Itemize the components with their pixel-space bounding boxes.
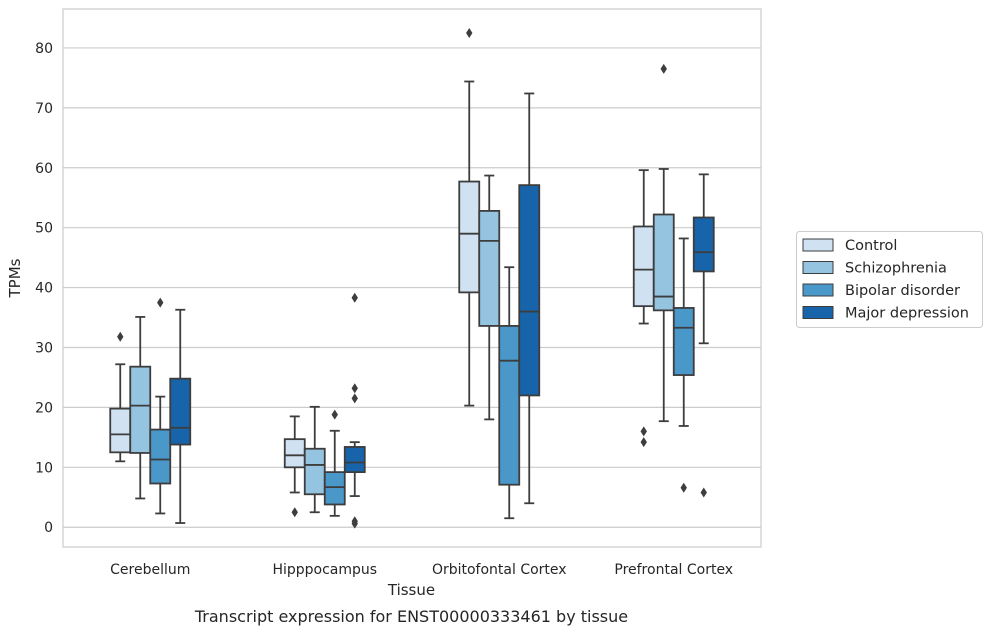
outlier-point [466, 27, 473, 38]
outlier-point [660, 63, 667, 74]
box-0-3 [169, 308, 192, 524]
legend-swatch [802, 238, 834, 252]
box-2-2 [498, 266, 521, 520]
y-tick-label: 20 [35, 400, 53, 416]
iqr-box [149, 428, 172, 485]
box-3-1 [652, 63, 675, 423]
y-tick-label: 30 [35, 340, 53, 356]
box-3-3 [692, 173, 715, 498]
outlier-point [700, 487, 707, 498]
boxes [109, 27, 715, 529]
legend-swatch [802, 306, 834, 319]
iqr-box [458, 180, 481, 294]
box-2-3 [518, 92, 541, 505]
y-tick-label: 40 [35, 281, 53, 297]
x-axis-label: Tissue [387, 581, 435, 599]
iqr-box [129, 365, 152, 454]
outlier-point [117, 331, 124, 342]
box-2-0 [458, 27, 481, 407]
y-tick-label: 80 [35, 41, 53, 57]
y-tick-label: 50 [35, 221, 53, 237]
legend-frame [796, 231, 983, 328]
iqr-box [323, 471, 346, 506]
iqr-box [632, 225, 655, 308]
y-tick-label: 0 [44, 520, 53, 536]
iqr-box [478, 209, 501, 327]
legend-label: Major depression [845, 306, 969, 322]
box-2-1 [478, 174, 501, 421]
outlier-point [351, 292, 358, 303]
y-tick-label: 60 [35, 161, 53, 177]
legend-label: Bipolar disorder [845, 283, 960, 299]
iqr-box [303, 447, 326, 496]
outlier-point [680, 482, 687, 493]
box-0-2 [149, 297, 172, 515]
iqr-box [498, 325, 521, 486]
chart-caption: Transcript expression for ENST0000033346… [194, 607, 628, 626]
iqr-box [343, 446, 366, 474]
y-tick-labels: 0 10 20 30 40 50 60 70 80 [35, 41, 53, 536]
legend: Control Schizophrenia Bipolar disorder Majo… [796, 231, 983, 328]
x-tick-label: Orbitofontal Cortex [432, 562, 567, 578]
iqr-box [109, 407, 132, 454]
outlier-point [331, 409, 338, 420]
y-axis-label: TPMs [6, 258, 24, 298]
plot-frame [62, 8, 762, 548]
x-tick-labels: Cerebellum Hipppocampus Orbitofontal Corte… [110, 562, 733, 578]
iqr-box [692, 216, 715, 273]
legend-swatch [802, 283, 834, 297]
outlier-point [291, 507, 298, 518]
box-0-1 [129, 316, 152, 500]
iqr-box [283, 438, 306, 469]
iqr-box [169, 377, 192, 446]
box-3-2 [672, 237, 695, 493]
outlier-point [640, 437, 647, 448]
legend-label: Schizophrenia [845, 261, 947, 277]
iqr-box [518, 184, 541, 397]
x-tick-label: Cerebellum [110, 562, 190, 578]
box-1-3 [343, 292, 366, 529]
x-tick-label: Hipppocampus [272, 562, 377, 578]
outlier-point [351, 393, 358, 404]
x-tick-label: Prefrontal Cortex [614, 562, 733, 578]
box-1-0 [283, 415, 306, 518]
legend-label: Control [845, 238, 897, 254]
outlier-point [351, 383, 358, 394]
legend-swatch [802, 261, 834, 274]
outlier-point [640, 426, 647, 437]
y-tick-label: 10 [35, 460, 53, 476]
iqr-box [652, 213, 675, 312]
box-1-2 [323, 409, 346, 517]
outlier-point [351, 518, 358, 529]
y-tick-label: 70 [35, 101, 53, 117]
outlier-point [157, 297, 164, 308]
iqr-box [672, 307, 695, 376]
legend-items: Control Schizophrenia Bipolar disorder Majo… [802, 238, 969, 322]
